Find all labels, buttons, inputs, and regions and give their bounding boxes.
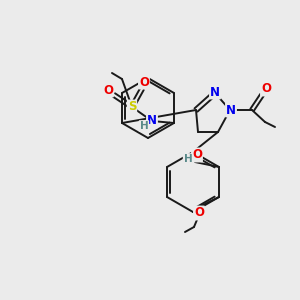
Text: O: O bbox=[192, 148, 202, 161]
Text: S: S bbox=[128, 100, 136, 113]
Text: O: O bbox=[103, 83, 113, 97]
Text: H: H bbox=[184, 154, 192, 164]
Text: N: N bbox=[147, 115, 157, 128]
Text: N: N bbox=[226, 103, 236, 116]
Text: O: O bbox=[194, 206, 204, 220]
Text: N: N bbox=[210, 85, 220, 98]
Text: H: H bbox=[140, 121, 148, 131]
Text: O: O bbox=[139, 76, 149, 88]
Text: O: O bbox=[261, 82, 271, 95]
